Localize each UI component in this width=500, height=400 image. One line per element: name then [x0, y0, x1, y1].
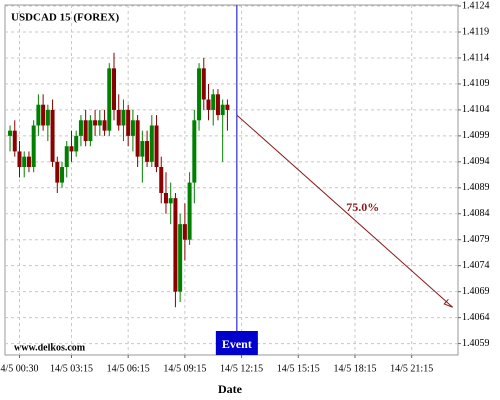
candle-body [140, 141, 145, 157]
arrow-head [443, 298, 453, 308]
candle-body [192, 120, 197, 183]
y-tick-label: 1.4089 [462, 182, 490, 193]
candle-body [17, 151, 22, 168]
y-tick-label: 1.4094 [462, 156, 490, 167]
candle-body [26, 156, 31, 168]
candle-body [121, 109, 126, 126]
x-axis-label: Date [218, 382, 243, 396]
candle-body [135, 120, 140, 157]
candle-body [55, 161, 60, 183]
candle-body [93, 120, 98, 126]
candle-body [173, 198, 178, 292]
candle-body [50, 109, 55, 162]
candle-body [64, 146, 69, 168]
y-tick-label: 1.4064 [462, 312, 490, 323]
candle-body [159, 167, 164, 193]
candle-body [130, 120, 135, 136]
candle-body [149, 125, 154, 162]
candle-body [22, 156, 27, 168]
y-tick-label: 1.4119 [462, 26, 489, 37]
y-tick-label: 1.4079 [462, 234, 490, 245]
candle-body [12, 130, 17, 152]
candle-body [206, 99, 211, 110]
x-tick-label: 14/5 21:15 [390, 363, 433, 374]
candle-body [168, 198, 173, 204]
candle-body [187, 182, 192, 240]
candle-body [154, 125, 159, 168]
candle-body [201, 68, 206, 100]
x-tick-label: 14/5 18:15 [333, 363, 376, 374]
candle-body [97, 120, 102, 126]
event-label: Event [222, 337, 252, 351]
y-tick-label: 1.4104 [462, 104, 490, 115]
candle-body [69, 146, 74, 152]
watermark: www.delkos.com [14, 342, 86, 353]
candle-body [178, 224, 183, 292]
y-tick-label: 1.4114 [462, 52, 489, 63]
candle-body [197, 68, 202, 121]
candle-body [126, 109, 131, 136]
y-tick-label: 1.4084 [462, 208, 490, 219]
candle-body [45, 109, 50, 126]
candle-body [88, 120, 93, 142]
candle-body [36, 104, 41, 126]
candle-body [225, 104, 230, 110]
y-tick-label: 1.4069 [462, 286, 490, 297]
y-tick-label: 1.4099 [462, 130, 490, 141]
candle-body [60, 167, 65, 183]
x-tick-label: 14/5 03:15 [50, 363, 93, 374]
candle-body [74, 135, 79, 152]
candle-body [41, 104, 46, 126]
x-tick-label: 14/5 15:15 [277, 363, 320, 374]
candle-body [31, 125, 36, 168]
candle-body [8, 130, 13, 136]
candle-body [215, 94, 220, 116]
candle-body [220, 104, 225, 116]
candle-body [111, 68, 116, 110]
x-tick-label: 14/5 06:15 [107, 363, 150, 374]
y-tick-label: 1.4074 [462, 260, 490, 271]
y-tick-label: 1.4109 [462, 78, 490, 89]
candle-body [83, 120, 88, 142]
candle-body [163, 192, 168, 204]
forecast-arrow [236, 114, 453, 308]
x-tick-label: 14/5 09:15 [163, 363, 206, 374]
y-tick-label: 1.4124 [462, 0, 490, 11]
x-tick-label: 4/5 00:30 [0, 363, 38, 374]
chart-title: USDCAD 15 (FOREX) [11, 12, 120, 24]
candle-body [107, 68, 112, 131]
y-tick-label: 1.4059 [462, 338, 490, 349]
arrow-label: 75.0% [346, 200, 379, 214]
candle-body [78, 120, 83, 136]
x-tick-label: 14/5 12:15 [220, 363, 263, 374]
candle-body [145, 141, 150, 162]
candle-body [116, 109, 121, 126]
candle-body [102, 120, 107, 131]
event-box [215, 331, 258, 355]
plot-area [4, 4, 459, 356]
candle-body [182, 224, 187, 240]
candle-body [211, 94, 216, 110]
